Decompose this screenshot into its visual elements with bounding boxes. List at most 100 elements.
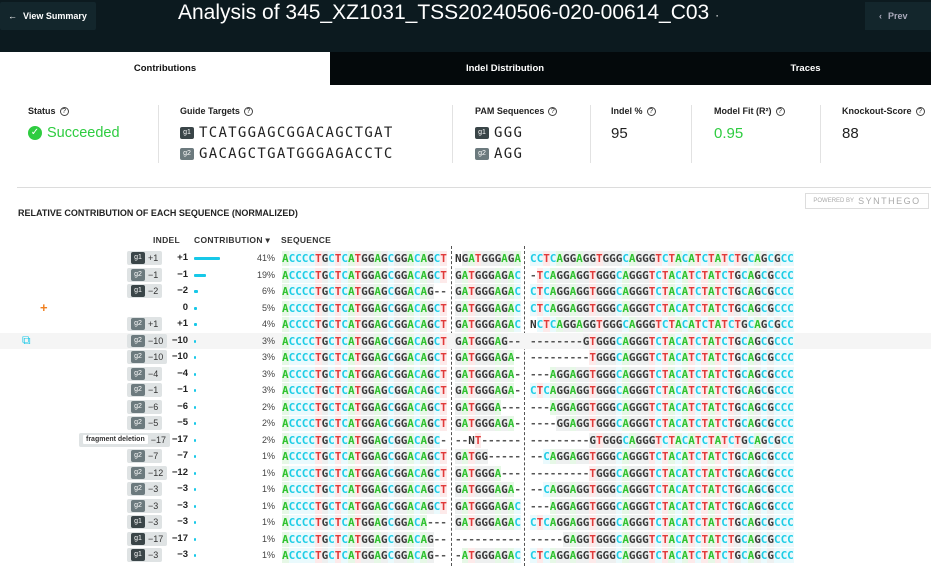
base: C — [741, 300, 748, 316]
base: C — [308, 383, 315, 398]
tab-contributions[interactable]: Contributions — [0, 52, 330, 85]
base: A — [688, 251, 695, 266]
table-row[interactable]: g2 −12 −12 1% A C C C C T G C T C A T G G A G C G G A C A G C T G A T G G… — [0, 465, 931, 482]
base: C — [760, 366, 768, 382]
base: C — [741, 482, 748, 497]
view-summary-button[interactable]: ← View Summary — [0, 2, 96, 30]
base: G — [400, 548, 408, 563]
base: G — [760, 432, 768, 448]
help-icon[interactable]: ? — [243, 106, 253, 116]
base: C — [433, 399, 441, 415]
base: C — [741, 333, 748, 349]
contribution-percent: 1% — [261, 533, 275, 544]
guide-2-icon: g2 — [131, 268, 145, 281]
tab-indel-distribution[interactable]: Indel Distribution — [465, 63, 545, 74]
base: G — [582, 498, 590, 514]
base: C — [288, 482, 296, 497]
base: - — [530, 417, 537, 430]
base: C — [308, 350, 315, 365]
base: G — [427, 300, 434, 316]
base: C — [387, 515, 395, 530]
table-row[interactable]: g1 +1 +1 41% A C C C C T G C T C A T G G A G C G G A C A G C T N G A T G G… — [0, 250, 931, 267]
base: G — [321, 449, 329, 464]
table-row[interactable]: g2 −3 −3 1% A C C C C T G C T C A T G G A G C G G A C A G C T G A T G G G A… — [0, 498, 931, 515]
base: C — [514, 317, 521, 332]
base: C — [341, 465, 348, 481]
column-contribution[interactable]: CONTRIBUTION ▾ — [194, 235, 271, 245]
table-row[interactable]: g1 −3 −3 1% A C C C C T G C T C A T G G A G C G G A C A G - - - A T G G G A… — [0, 547, 931, 564]
base: C — [288, 333, 296, 349]
table-row[interactable]: g1 −17 −17 1% A C C C C T G C T C A T G G A G C G G A C A G - - - - - - -… — [0, 531, 931, 548]
help-icon[interactable]: ? — [59, 106, 69, 116]
table-row[interactable]: g2 −6 −6 2% A C C C C T G C T C A T G G A G C G G A C A G C T G A T G G G A… — [0, 399, 931, 416]
base: C — [622, 251, 629, 266]
base: T — [334, 531, 342, 547]
title-menu[interactable]: · — [715, 8, 720, 22]
base: A — [374, 432, 381, 448]
base: G — [602, 465, 610, 481]
base: C — [295, 465, 302, 481]
table-row[interactable]: g2 −4 −4 3% A C C C C T G C T C A T G G A G C G G A C A G C T G A T G G G A… — [0, 366, 931, 383]
base: A — [688, 432, 695, 448]
base: C — [694, 416, 702, 431]
base: G — [602, 366, 610, 382]
base: C — [308, 300, 315, 316]
base: C — [301, 366, 309, 382]
base: A — [708, 449, 715, 464]
base: G — [754, 515, 761, 530]
base: A — [420, 383, 428, 398]
sort-desc-icon[interactable]: ▾ — [265, 235, 271, 245]
table-row[interactable]: g2 −3 −3 1% A C C C C T G C T C A T G G A G C G G A C A G C T G A T G G G A… — [0, 481, 931, 498]
guide-2-icon: g2 — [475, 147, 489, 160]
table-row[interactable]: g1 −3 −3 1% A C C C C T G C T C A T G G A G C G G A C A - - - G A T G G G A… — [0, 514, 931, 531]
base: C — [694, 465, 702, 481]
table-row[interactable]: g2 −5 −5 2% A C C C C T G C T C A T G G A G C G G A C A G C T G A T G G G A… — [0, 415, 931, 432]
help-icon[interactable]: ? — [915, 106, 925, 116]
badge-indel: +1 — [148, 253, 159, 263]
base: G — [576, 449, 583, 464]
table-row[interactable]: g2 −7 −7 1% A C C C C T G C T C A T G G A G C G G A C A G C T G A T G G - -… — [0, 448, 931, 465]
base: G — [582, 383, 590, 398]
base: - — [501, 450, 508, 463]
base: C — [773, 383, 781, 398]
table-row[interactable]: fragment deletion −17 −17 2% A C C C C T G C T C A T G G A… — [0, 432, 931, 449]
prev-button[interactable]: ‹ Prev — [865, 2, 931, 30]
base: T — [334, 383, 342, 398]
column-indel[interactable]: INDEL — [153, 235, 180, 245]
help-icon[interactable]: ? — [548, 106, 558, 116]
base: A — [747, 498, 755, 514]
base: C — [655, 300, 662, 316]
base: G — [628, 350, 636, 365]
base: A — [347, 333, 355, 349]
base: G — [367, 465, 375, 481]
base: G — [556, 366, 563, 382]
indel-badge: g2 −12 — [127, 465, 168, 480]
table-row[interactable]: g1 −2 −2 6% A C C C C T G C T C A T G G A G C G G A C A G - - G A T G G G A… — [0, 283, 931, 300]
table-row[interactable]: g2 +1 +1 4% A C C C C T G C T C A T G G A G C G G A C A G C T G A T G G G A… — [0, 316, 931, 333]
sequence-middle: ---------- — [455, 532, 521, 547]
base: A — [347, 548, 355, 563]
base: G — [321, 515, 329, 530]
table-row[interactable]: g2 −1 −1 19% A C C C C T G C T C A T G G A G C G G A C A G C T G A T G G G… — [0, 267, 931, 284]
base: - — [562, 334, 570, 348]
base: A — [681, 350, 689, 365]
base: G — [754, 267, 761, 283]
table-row[interactable]: g2 −1 −1 3% A C C C C T G C T C A T G G A G C G G A C A G C T G A T G G G A… — [0, 382, 931, 399]
base: A — [622, 399, 629, 415]
badge-indel: −10 — [148, 352, 164, 362]
add-icon[interactable]: + — [40, 300, 48, 315]
table-row[interactable]: g2 −10 −10 3% A C C C C T G C T C A T G G A G C G G A C A G C T G A T G G… — [0, 332, 931, 349]
base: G — [602, 515, 610, 530]
contribution-percent: 1% — [261, 451, 275, 461]
table-row[interactable]: g2 −10 −10 3% A C C C C T G C T C A T G G A G C G G A C A G C T G A T G G… — [0, 349, 931, 366]
help-icon[interactable]: ? — [775, 106, 785, 116]
base: T — [440, 300, 447, 316]
base: T — [701, 333, 709, 349]
copy-icon[interactable]: ⧉ — [22, 333, 31, 347]
tab-traces[interactable]: Traces — [790, 63, 821, 74]
table-row[interactable]: 0 5% A C C C C T G C T C A T G G A G C G G A C A G C T G A T G G G A G A C C T… — [0, 300, 931, 317]
indel-badge: g2 −10 — [127, 333, 168, 348]
help-icon[interactable]: ? — [646, 106, 656, 116]
base: A — [622, 465, 629, 481]
